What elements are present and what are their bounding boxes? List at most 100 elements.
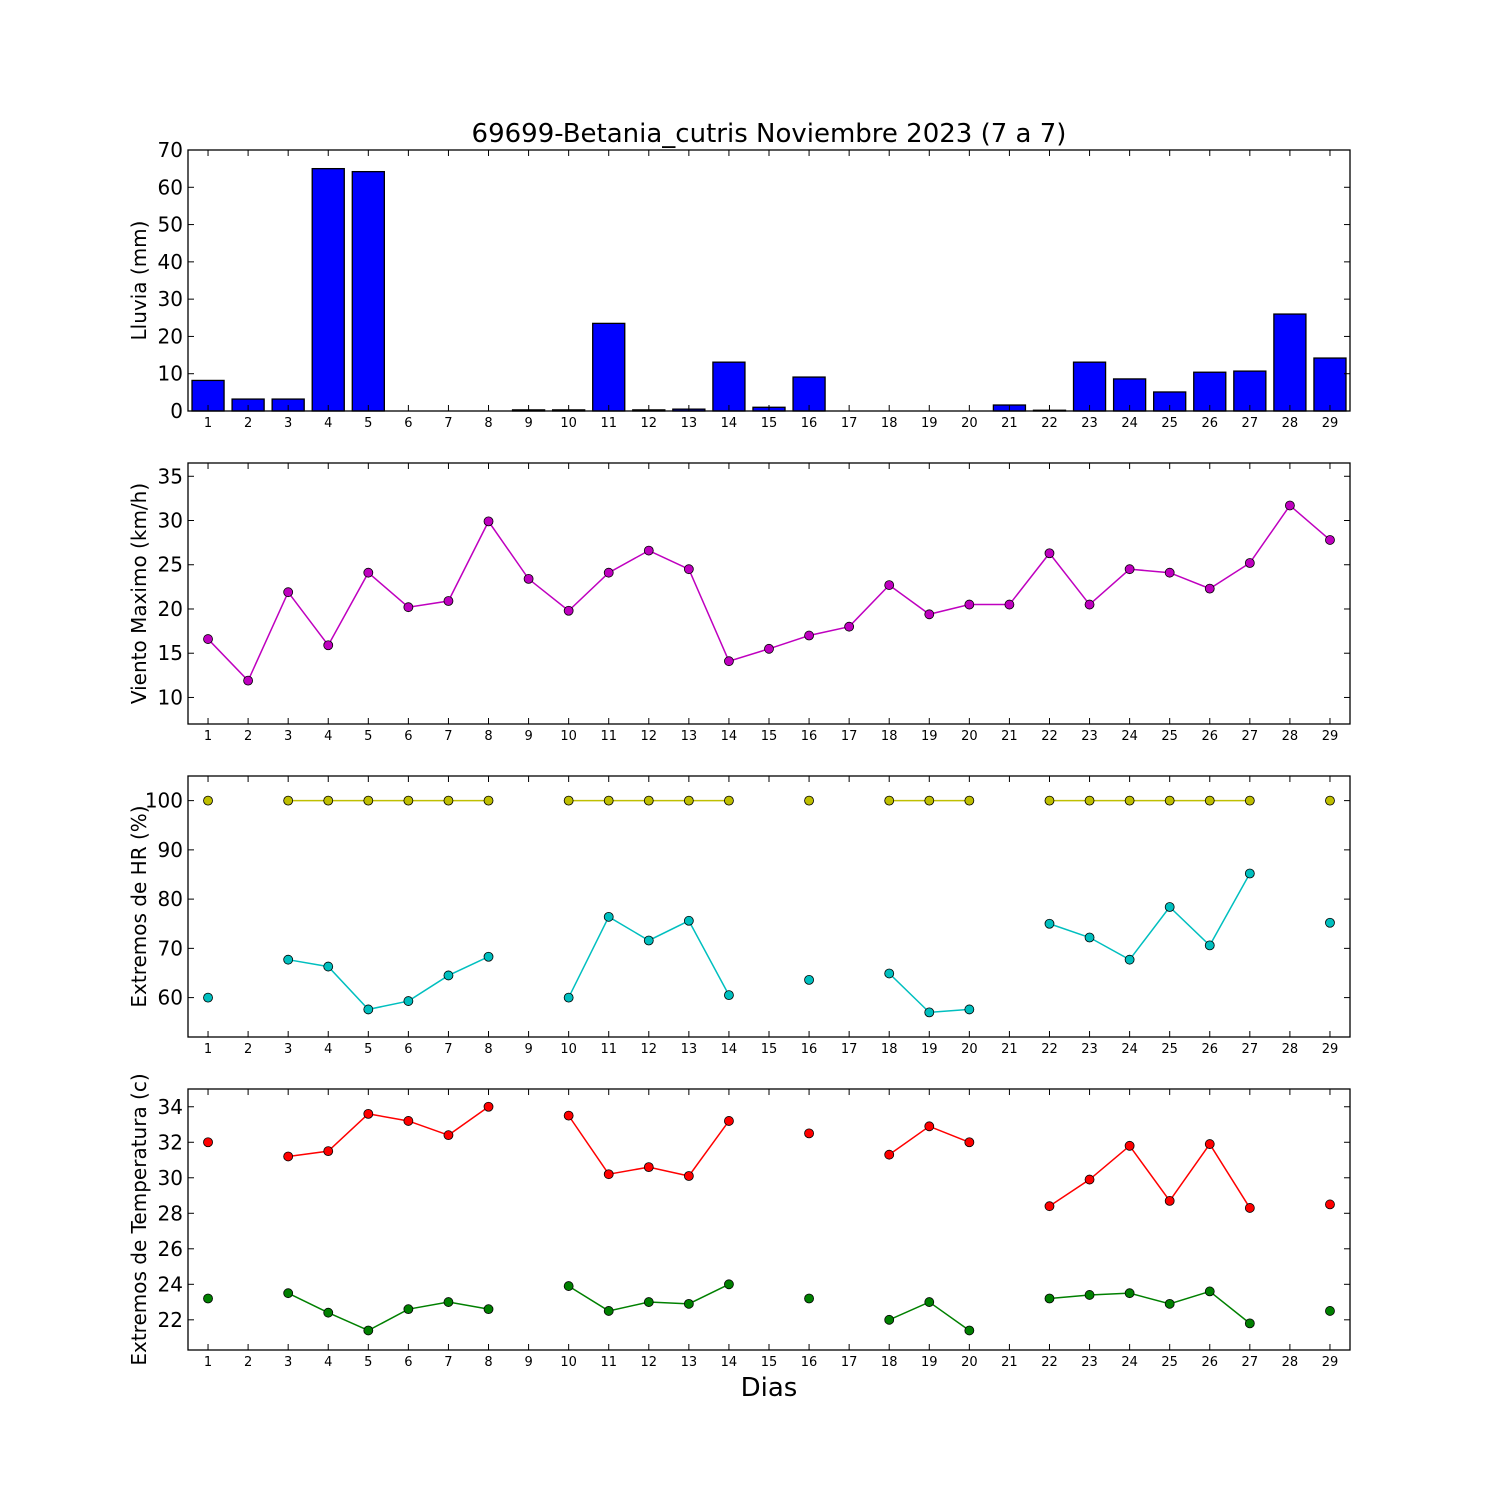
point-viento-day-5	[363, 567, 374, 578]
point-temp_min-day-4	[323, 1307, 334, 1318]
x-tick-label-lluvia: 5	[364, 416, 372, 431]
x-tick-label-viento: 25	[1161, 729, 1178, 744]
point-hr_min-day-10	[563, 992, 574, 1003]
point-hr_min-day-19	[924, 1007, 935, 1018]
point-temp_max-day-7	[443, 1130, 454, 1141]
x-tick-label-lluvia: 22	[1041, 416, 1058, 431]
point-viento-day-4	[323, 640, 334, 651]
point-viento-day-1	[203, 634, 213, 644]
point-hr_min-day-6	[403, 996, 414, 1006]
x-tick-label-viento: 12	[641, 729, 658, 744]
line-temp_max	[1049, 1142, 1251, 1209]
point-temp_min-day-12	[643, 1297, 654, 1307]
y-tick-label-lluvia: 20	[158, 324, 183, 348]
x-tick-label-viento: 3	[284, 729, 292, 744]
point-temp_min-day-24	[1124, 1288, 1135, 1299]
axes-frame-hr	[187, 775, 1351, 1038]
line-temp_max	[288, 1106, 489, 1158]
x-tick-label-viento: 22	[1041, 729, 1058, 744]
x-tick-label-lluvia: 15	[761, 416, 778, 431]
x-tick-label-viento: 21	[1001, 729, 1018, 744]
x-tick-label-temp: 29	[1322, 1355, 1339, 1370]
point-viento-day-18	[884, 580, 895, 590]
point-hr_max-day-26	[1204, 795, 1215, 806]
point-viento-day-28	[1285, 500, 1295, 511]
y-tick-label-hr: 100	[145, 789, 183, 813]
point-temp_max-day-20	[964, 1137, 975, 1148]
point-temp_min-day-10	[563, 1281, 574, 1291]
y-tick-label-lluvia: 0	[170, 399, 183, 423]
y-axis-label-viento: Viento Maximo (km/h)	[127, 483, 151, 704]
x-tick-label-lluvia: 1	[204, 416, 212, 431]
point-hr_max-day-29	[1325, 795, 1335, 806]
point-viento-day-10	[563, 605, 574, 616]
point-hr_max-day-19	[924, 795, 935, 806]
x-tick-label-viento: 19	[921, 729, 938, 744]
x-tick-label-temp: 18	[881, 1355, 898, 1370]
x-tick-label-hr: 1	[204, 1042, 212, 1057]
x-tick-label-hr: 2	[244, 1042, 252, 1057]
x-tick-label-hr: 16	[801, 1042, 818, 1057]
x-tick-label-temp: 28	[1282, 1355, 1299, 1370]
point-hr_min-day-13	[683, 915, 694, 926]
point-temp_min-day-18	[884, 1314, 895, 1325]
point-viento-day-24	[1124, 564, 1135, 575]
x-tick-label-lluvia: 25	[1161, 416, 1178, 431]
y-tick-label-temp: 28	[158, 1201, 183, 1225]
point-hr_min-day-22	[1044, 918, 1055, 929]
point-hr_max-day-4	[323, 795, 334, 806]
point-hr_max-day-25	[1164, 795, 1175, 806]
y-tick-label-hr: 60	[158, 986, 183, 1010]
point-temp_max-day-4	[323, 1146, 334, 1157]
point-viento-day-9	[523, 574, 534, 584]
x-tick-label-lluvia: 10	[560, 416, 577, 431]
x-tick-label-hr: 8	[484, 1042, 492, 1057]
point-viento-day-2	[243, 675, 254, 686]
point-hr_min-day-24	[1124, 954, 1135, 965]
point-hr_max-day-23	[1084, 795, 1095, 806]
point-temp_max-day-6	[403, 1116, 414, 1126]
x-tick-label-lluvia: 29	[1322, 416, 1339, 431]
x-tick-label-viento: 2	[244, 729, 252, 744]
x-tick-label-viento: 9	[524, 729, 532, 744]
x-tick-label-hr: 29	[1322, 1042, 1339, 1057]
bar-lluvia-day-14	[712, 361, 746, 412]
y-tick-label-lluvia: 50	[158, 213, 183, 237]
point-hr_max-day-8	[483, 795, 494, 806]
point-hr_max-day-16	[804, 795, 814, 806]
y-tick-label-viento: 15	[158, 641, 183, 665]
line-hr_min	[1049, 873, 1251, 961]
x-tick-label-hr: 7	[444, 1042, 452, 1057]
point-viento-day-19	[924, 609, 935, 620]
point-temp_min-day-6	[403, 1304, 414, 1315]
point-hr_max-day-14	[724, 795, 734, 806]
x-tick-label-viento: 5	[364, 729, 372, 744]
y-tick-label-hr: 80	[158, 887, 183, 911]
point-temp_min-day-14	[724, 1279, 734, 1290]
x-tick-label-lluvia: 19	[921, 416, 938, 431]
point-viento-day-16	[804, 630, 814, 641]
y-tick-label-temp: 30	[158, 1166, 183, 1190]
point-temp_min-day-25	[1164, 1298, 1175, 1309]
point-temp_max-day-1	[203, 1137, 213, 1148]
bar-lluvia-day-5	[351, 170, 385, 412]
point-temp_max-day-3	[283, 1151, 294, 1162]
point-temp_min-day-22	[1044, 1293, 1055, 1304]
point-viento-day-20	[964, 599, 975, 610]
x-tick-label-lluvia: 17	[841, 416, 858, 431]
x-tick-label-viento: 26	[1201, 729, 1218, 744]
y-tick-label-viento: 25	[158, 553, 183, 577]
point-temp_max-day-10	[563, 1110, 574, 1121]
bar-lluvia-day-23	[1072, 361, 1107, 412]
x-tick-label-lluvia: 6	[404, 416, 412, 431]
point-viento-day-11	[603, 567, 614, 578]
point-temp_max-day-27	[1244, 1203, 1255, 1213]
x-axis-label: Dias	[741, 1373, 798, 1403]
x-tick-label-viento: 23	[1081, 729, 1098, 744]
bar-lluvia-day-4	[311, 167, 345, 412]
line-temp_min	[287, 1292, 489, 1332]
